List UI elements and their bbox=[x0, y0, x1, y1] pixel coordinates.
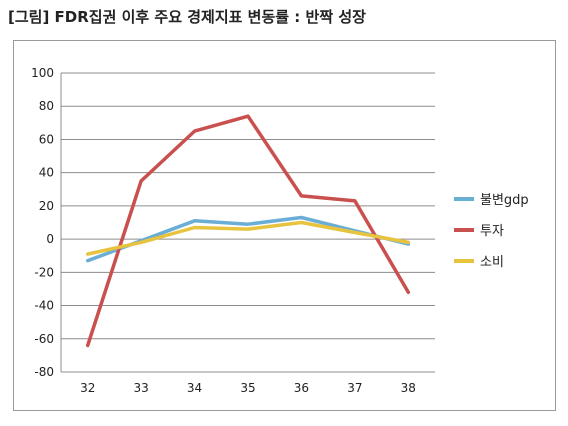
y-tick-label: -80 bbox=[34, 365, 54, 379]
legend-label: 불변gdp bbox=[480, 193, 529, 208]
x-tick-label: 36 bbox=[294, 381, 309, 395]
series-lines bbox=[85, 114, 411, 348]
y-tick-label: 40 bbox=[39, 166, 54, 180]
legend-label: 소비 bbox=[480, 255, 504, 270]
y-tick-label: 0 bbox=[46, 232, 54, 246]
y-tick-label: 60 bbox=[39, 132, 54, 146]
y-tick-label: -20 bbox=[34, 265, 54, 279]
x-tick-label: 32 bbox=[80, 381, 95, 395]
y-tick-label: -40 bbox=[34, 299, 54, 313]
chart-frame bbox=[13, 40, 556, 411]
y-tick-label: 20 bbox=[39, 199, 54, 213]
x-tick-label: 37 bbox=[347, 381, 362, 395]
x-axis-ticks: 32 33 34 35 36 37 38 bbox=[80, 381, 416, 395]
y-tick-label: -60 bbox=[34, 332, 54, 346]
grid-lines bbox=[60, 72, 435, 373]
x-tick-label: 38 bbox=[401, 381, 416, 395]
x-tick-label: 33 bbox=[134, 381, 149, 395]
x-tick-label: 35 bbox=[240, 381, 255, 395]
legend-label: 투자 bbox=[480, 224, 504, 239]
y-tick-label: 80 bbox=[39, 99, 54, 113]
y-tick-label: 100 bbox=[31, 66, 54, 80]
y-axis-ticks: 100 80 60 40 20 0 -20 -40 -60 -80 bbox=[31, 66, 54, 379]
x-tick-label: 34 bbox=[187, 381, 202, 395]
page-title: [그림] FDR집권 이후 주요 경제지표 변동률 : 반짝 성장 bbox=[8, 8, 366, 26]
series-line-2 bbox=[85, 220, 411, 256]
